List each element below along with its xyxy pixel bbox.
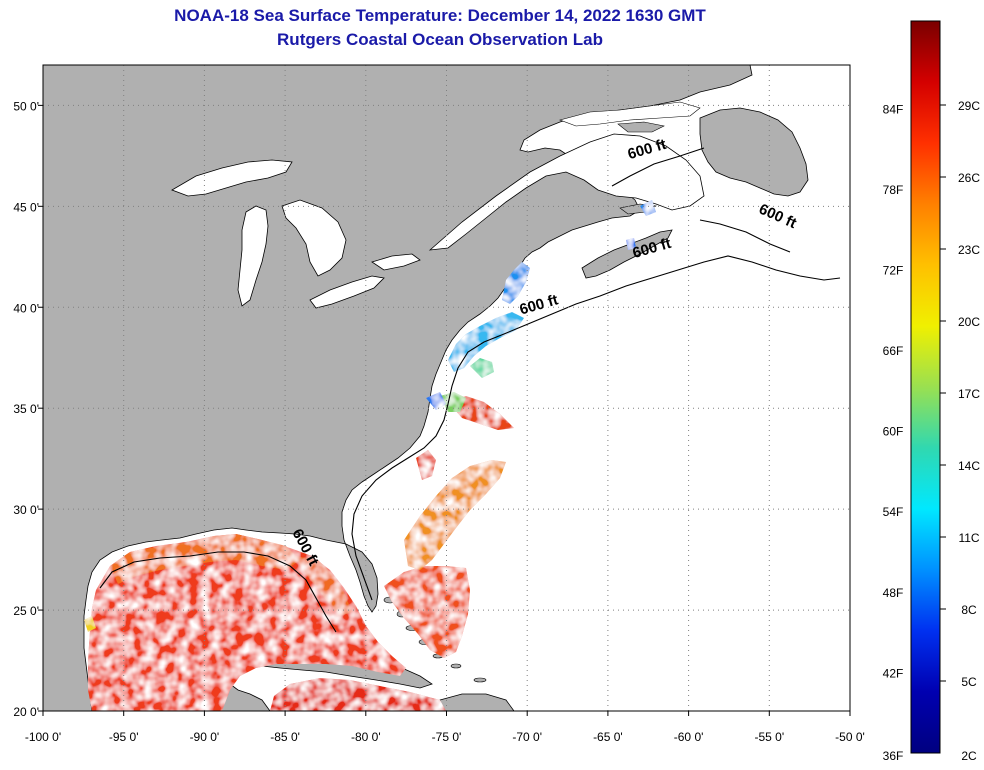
lon-tick-label: -55 0'	[754, 730, 784, 744]
lake-superior	[171, 159, 293, 197]
sst-chesapeake-cold	[426, 392, 446, 410]
colorbar-c-label: 8C	[961, 603, 977, 617]
sst-carolina-patch	[416, 450, 436, 480]
isobath-600ft	[99, 147, 841, 633]
lat-tick-label: 50 0'	[13, 99, 39, 113]
lake-ontario	[371, 253, 421, 271]
sst-gulf-stream	[404, 460, 506, 570]
lon-tick-label: -90 0'	[190, 730, 220, 744]
sst-bahamas-atlantic	[384, 566, 470, 658]
gulf-st-lawrence	[428, 133, 705, 251]
lon-tick-label: -100 0'	[25, 730, 61, 744]
colorbar-min-f: 36F	[883, 749, 904, 763]
longitude-axis: -100 0' -95 0' -90 0' -85 0' -80 0' -75 0' -70…	[25, 711, 865, 744]
colorbar-f-label: 48F	[883, 586, 904, 600]
colorbar-min-c: 2C	[961, 749, 977, 763]
colorbar-c-label: 17C	[958, 387, 980, 401]
great-lakes	[171, 159, 421, 309]
colorbar-c-label: 11C	[958, 531, 979, 545]
sst-scotian-cold-1	[626, 238, 636, 250]
lat-tick-label: 40 0'	[13, 301, 39, 315]
sst-data	[84, 200, 656, 711]
colorbar-f-label: 84F	[883, 102, 904, 116]
colorbar-c-label: 14C	[958, 459, 980, 473]
lon-tick-label: -80 0'	[351, 730, 381, 744]
land-nova-scotia	[581, 229, 673, 279]
lon-tick-label: -95 0'	[109, 730, 139, 744]
colorbar-c-label: 26C	[958, 171, 980, 185]
lon-tick-label: -50 0'	[835, 730, 865, 744]
sst-east-gulf-yellow	[84, 616, 96, 632]
sst-florida-shelf	[296, 556, 352, 616]
colorbar-c-label: 23C	[958, 243, 980, 257]
lon-tick-label: -85 0'	[270, 730, 300, 744]
colorbar-c-label: 5C	[961, 675, 977, 689]
lon-tick-label: -70 0'	[512, 730, 542, 744]
lat-tick-label: 45 0'	[13, 200, 39, 214]
sst-gulf-of-maine	[502, 262, 530, 304]
lat-tick-label: 20 0'	[13, 705, 39, 719]
colorbar: 84F 78F 72F 66F 60F 54F 48F 42F 29C 26C 23C 20C 17C 1…	[883, 20, 981, 763]
colorbar-c-label: 20C	[958, 315, 980, 329]
latitude-axis: 20 0' 25 0' 30 0' 35 0' 40 0' 45 0' 50 0'	[13, 99, 43, 719]
hudson-strait-water	[559, 101, 701, 127]
sst-mab-shelf-green	[470, 358, 494, 378]
colorbar-f-label: 42F	[883, 666, 904, 680]
colorbar-f-label: 54F	[883, 505, 904, 519]
lat-tick-label: 30 0'	[13, 503, 39, 517]
sst-scotian-cold-2	[640, 200, 656, 216]
lake-erie	[309, 275, 385, 309]
colorbar-f-label: 66F	[883, 344, 904, 358]
sst-hatteras-green	[440, 392, 466, 412]
land-anticosti	[617, 121, 665, 133]
colorbar-f-label: 78F	[883, 183, 904, 197]
sst-caribbean	[270, 678, 446, 711]
colorbar-ticks: 84F 78F 72F 66F 60F 54F 48F 42F 29C 26C 23C 20C 17C 1…	[883, 99, 981, 689]
colorbar-c-label: 29C	[958, 99, 980, 113]
map-title: NOAA-18 Sea Surface Temperature: Decembe…	[174, 6, 706, 25]
lat-tick-label: 25 0'	[13, 604, 39, 618]
lat-tick-label: 35 0'	[13, 402, 39, 416]
map-subtitle: Rutgers Coastal Ocean Observation Lab	[277, 30, 603, 49]
lon-tick-label: -60 0'	[674, 730, 704, 744]
sst-mid-atlantic-bight	[448, 312, 524, 372]
land-hispaniola	[439, 693, 515, 711]
lake-michigan	[237, 205, 269, 307]
land-newfoundland	[699, 107, 809, 197]
sst-gulf-north-shelf	[110, 534, 300, 584]
colorbar-gradient	[910, 20, 941, 754]
lon-tick-label: -65 0'	[593, 730, 623, 744]
lake-huron	[281, 199, 347, 277]
colorbar-f-label: 72F	[883, 263, 904, 277]
sst-hatteras-warm	[448, 396, 514, 430]
colorbar-f-label: 60F	[883, 425, 904, 439]
lon-tick-label: -75 0'	[432, 730, 462, 744]
